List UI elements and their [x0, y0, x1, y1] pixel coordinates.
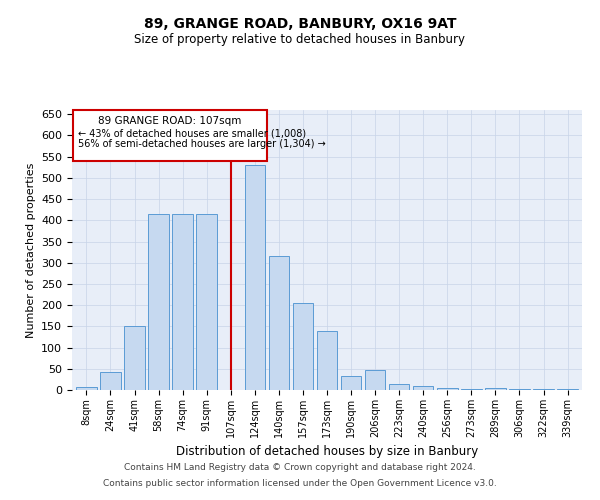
Bar — [317, 330, 337, 390]
Text: Size of property relative to detached houses in Banbury: Size of property relative to detached ho… — [134, 32, 466, 46]
FancyBboxPatch shape — [73, 110, 267, 161]
Bar — [389, 384, 409, 390]
Bar — [269, 256, 289, 390]
Bar — [461, 388, 482, 390]
Bar — [100, 372, 121, 390]
Bar — [413, 386, 433, 390]
Bar — [293, 303, 313, 390]
Bar — [557, 389, 578, 390]
Bar — [365, 370, 385, 390]
X-axis label: Distribution of detached houses by size in Banbury: Distribution of detached houses by size … — [176, 446, 478, 458]
Text: 56% of semi-detached houses are larger (1,304) →: 56% of semi-detached houses are larger (… — [79, 140, 326, 149]
Bar — [124, 326, 145, 390]
Bar — [148, 214, 169, 390]
Text: 89 GRANGE ROAD: 107sqm: 89 GRANGE ROAD: 107sqm — [98, 116, 242, 126]
Bar — [533, 389, 554, 390]
Bar — [437, 388, 458, 390]
Y-axis label: Number of detached properties: Number of detached properties — [26, 162, 35, 338]
Text: Contains HM Land Registry data © Crown copyright and database right 2024.: Contains HM Land Registry data © Crown c… — [124, 464, 476, 472]
Bar — [341, 376, 361, 390]
Bar — [245, 165, 265, 390]
Text: Contains public sector information licensed under the Open Government Licence v3: Contains public sector information licen… — [103, 478, 497, 488]
Text: ← 43% of detached houses are smaller (1,008): ← 43% of detached houses are smaller (1,… — [79, 128, 307, 138]
Bar — [485, 388, 506, 390]
Bar — [172, 214, 193, 390]
Bar — [76, 387, 97, 390]
Bar — [509, 389, 530, 390]
Bar — [196, 214, 217, 390]
Text: 89, GRANGE ROAD, BANBURY, OX16 9AT: 89, GRANGE ROAD, BANBURY, OX16 9AT — [144, 18, 456, 32]
